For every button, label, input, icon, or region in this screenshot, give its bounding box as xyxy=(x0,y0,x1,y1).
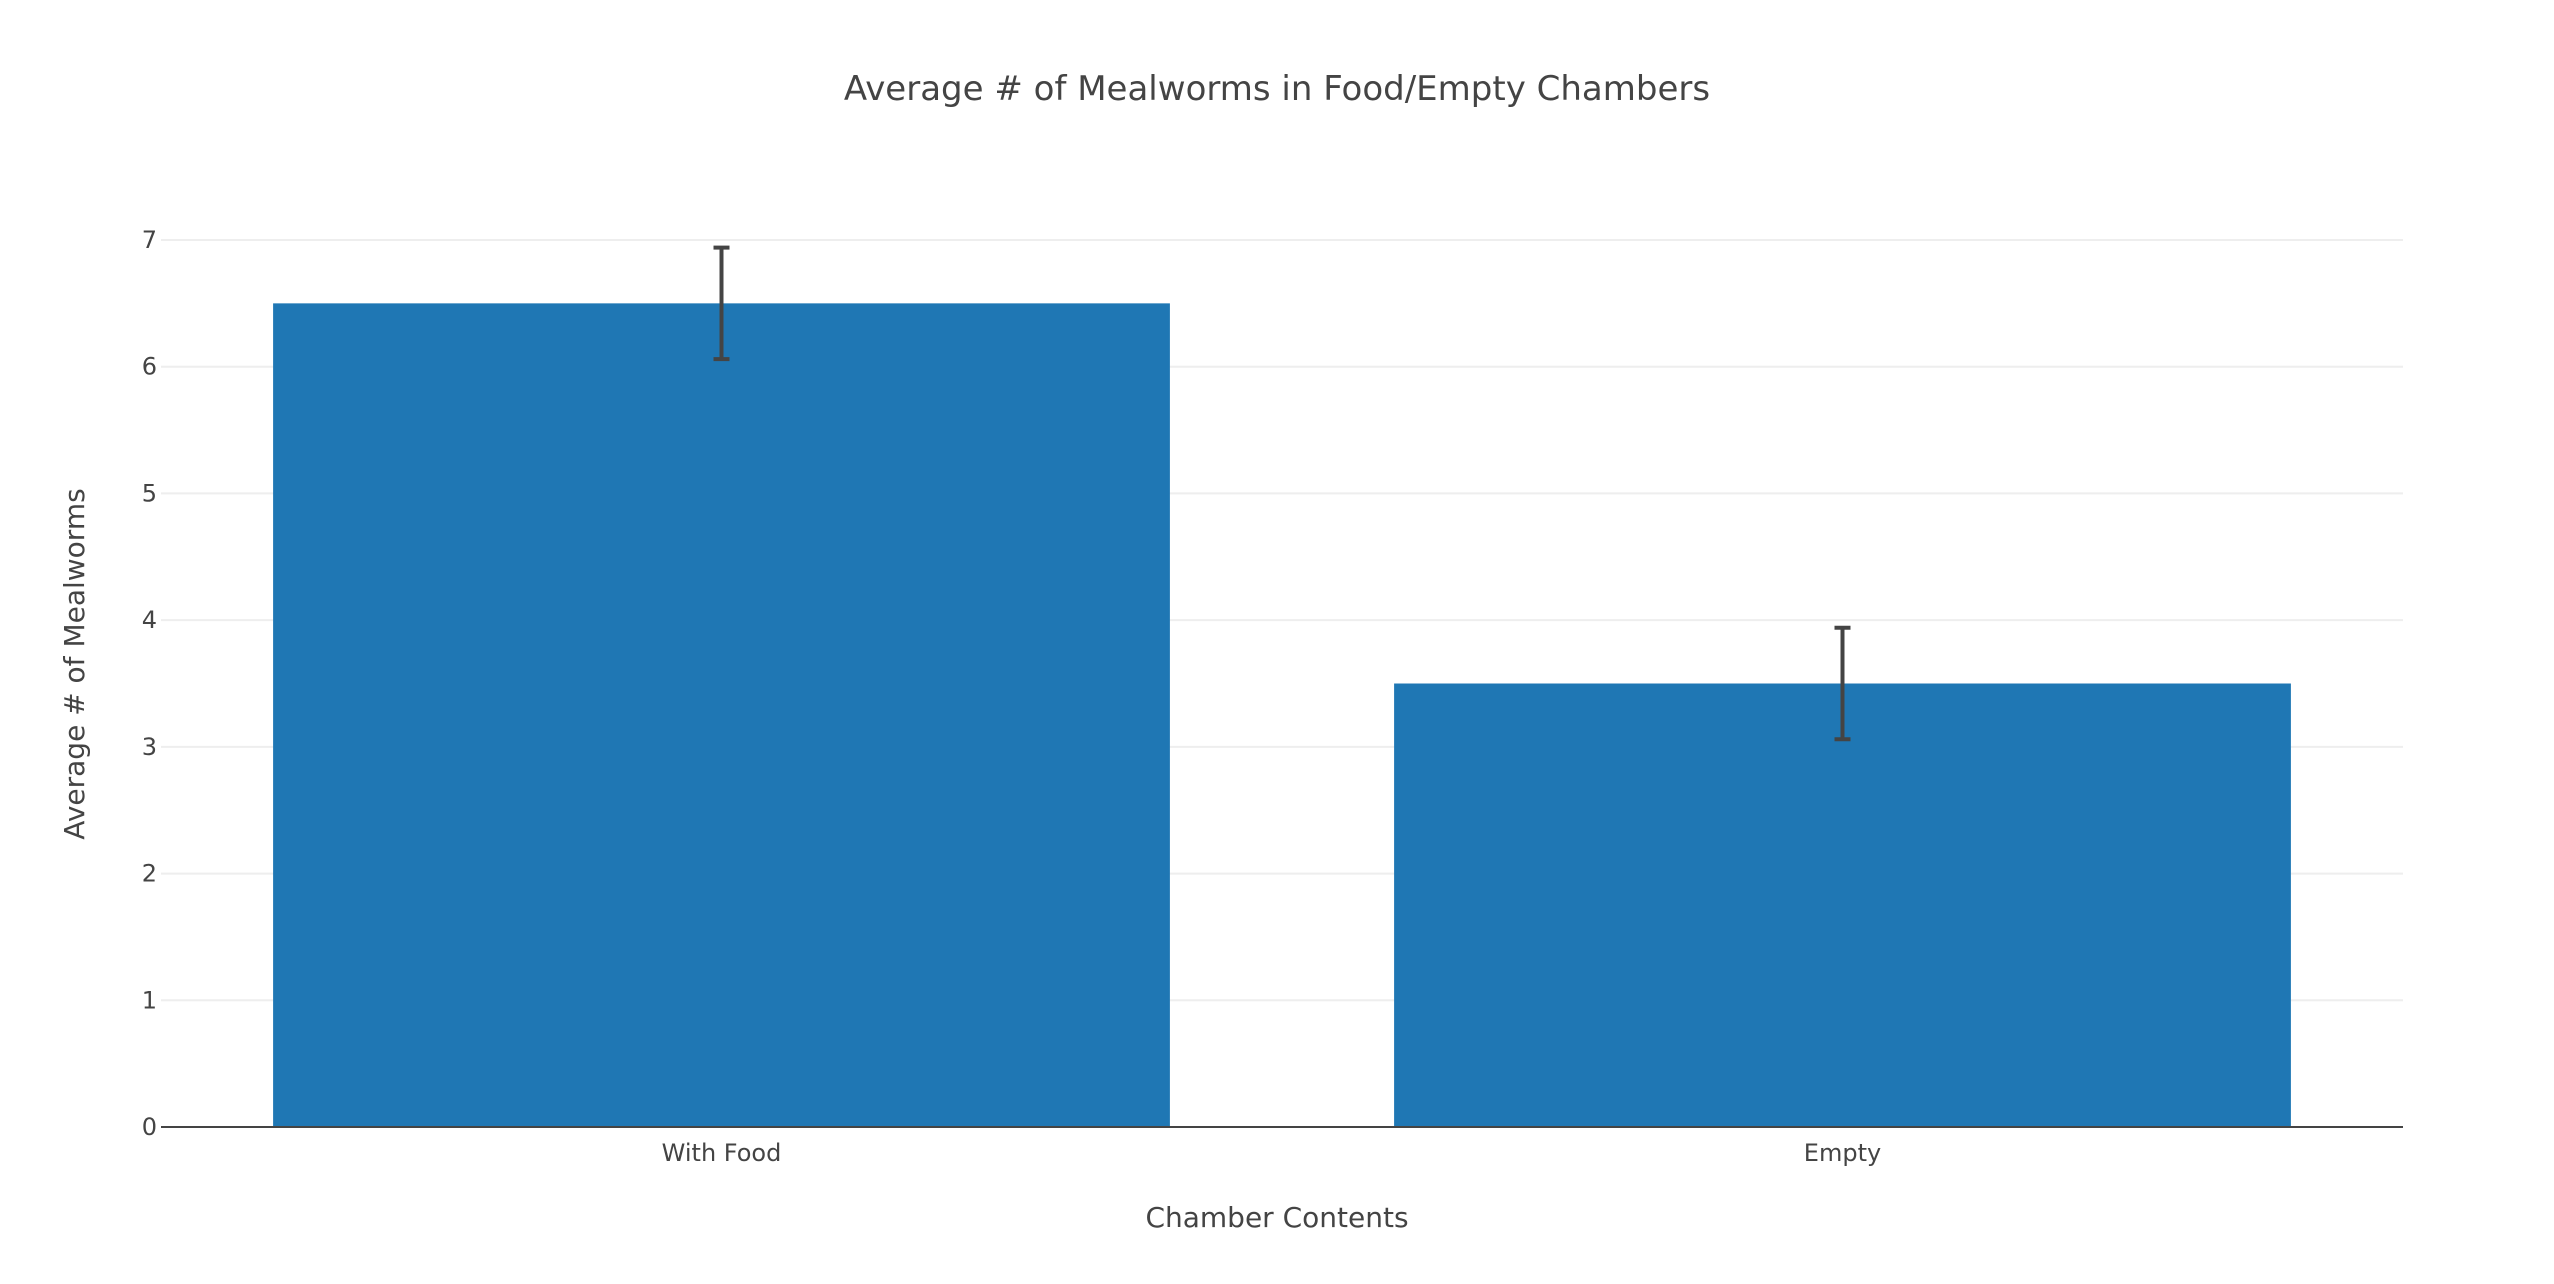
y-tick-label: 3 xyxy=(142,733,157,761)
y-tick-label: 4 xyxy=(142,606,157,634)
x-tick-label: With Food xyxy=(662,1139,782,1167)
chart-title: Average # of Mealworms in Food/Empty Cha… xyxy=(844,69,1710,109)
bar-0 xyxy=(273,303,1170,1127)
bar-1 xyxy=(1394,683,2291,1127)
error-bar-0 xyxy=(713,245,730,362)
error-bars xyxy=(713,245,1851,742)
bars xyxy=(273,303,2291,1127)
error-bar-1 xyxy=(1834,625,1851,742)
x-axis-title: Chamber Contents xyxy=(1145,1201,1408,1234)
x-tick-label: Empty xyxy=(1804,1139,1881,1167)
y-tick-label: 0 xyxy=(142,1113,157,1141)
y-tick-label: 5 xyxy=(142,479,157,507)
y-tick-label: 7 xyxy=(142,226,157,254)
y-tick-label: 1 xyxy=(142,986,157,1014)
y-tick-label: 6 xyxy=(142,353,157,381)
axes: 0 1 2 3 4 5 6 7 With Food Empty xyxy=(142,226,2403,1167)
y-axis-title: Average # of Mealworms xyxy=(58,488,91,839)
y-tick-label: 2 xyxy=(142,860,157,888)
